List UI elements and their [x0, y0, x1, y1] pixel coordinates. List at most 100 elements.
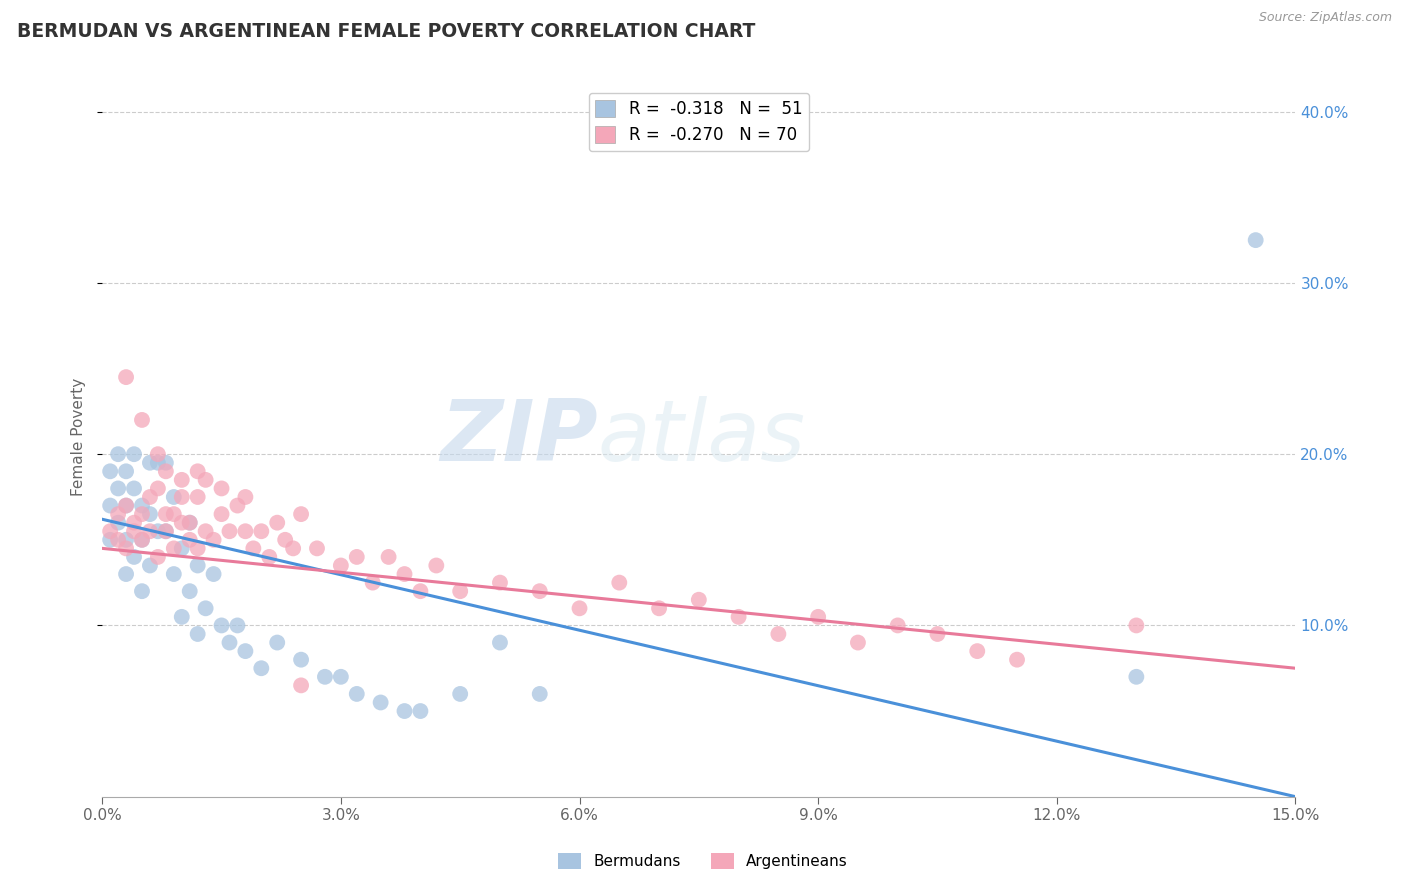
Point: [266, 635, 288, 649]
Point: [314, 670, 336, 684]
Point: [115, 541, 138, 556]
Point: [394, 704, 416, 718]
Point: [139, 524, 162, 539]
Point: [131, 533, 153, 547]
Point: [266, 516, 288, 530]
Point: [394, 567, 416, 582]
Text: Source: ZipAtlas.com: Source: ZipAtlas.com: [1258, 11, 1392, 24]
Point: [529, 584, 551, 599]
Point: [1244, 233, 1267, 247]
Point: [179, 533, 201, 547]
Point: [115, 567, 138, 582]
Point: [98, 533, 121, 547]
Point: [107, 507, 129, 521]
Point: [886, 618, 908, 632]
Point: [179, 516, 201, 530]
Point: [115, 370, 138, 384]
Point: [98, 464, 121, 478]
Point: [131, 499, 153, 513]
Point: [139, 507, 162, 521]
Point: [361, 575, 384, 590]
Text: ZIP: ZIP: [440, 395, 598, 478]
Point: [226, 618, 249, 632]
Point: [607, 575, 630, 590]
Point: [329, 670, 352, 684]
Point: [235, 524, 257, 539]
Point: [966, 644, 988, 658]
Point: [242, 541, 264, 556]
Point: [489, 575, 512, 590]
Point: [211, 618, 233, 632]
Point: [98, 524, 121, 539]
Text: BERMUDAN VS ARGENTINEAN FEMALE POVERTY CORRELATION CHART: BERMUDAN VS ARGENTINEAN FEMALE POVERTY C…: [17, 22, 755, 41]
Point: [489, 635, 512, 649]
Point: [305, 541, 328, 556]
Point: [139, 456, 162, 470]
Point: [146, 482, 169, 496]
Point: [211, 507, 233, 521]
Point: [202, 533, 225, 547]
Point: [235, 490, 257, 504]
Point: [1125, 670, 1147, 684]
Point: [688, 592, 710, 607]
Y-axis label: Female Poverty: Female Poverty: [72, 378, 86, 496]
Point: [187, 558, 209, 573]
Point: [131, 584, 153, 599]
Point: [346, 549, 368, 564]
Point: [346, 687, 368, 701]
Point: [187, 627, 209, 641]
Point: [568, 601, 591, 615]
Point: [927, 627, 949, 641]
Point: [218, 524, 240, 539]
Point: [250, 661, 273, 675]
Point: [131, 413, 153, 427]
Point: [107, 516, 129, 530]
Point: [179, 516, 201, 530]
Point: [170, 541, 193, 556]
Point: [290, 678, 312, 692]
Point: [226, 499, 249, 513]
Point: [122, 482, 145, 496]
Point: [107, 533, 129, 547]
Point: [194, 473, 217, 487]
Point: [170, 490, 193, 504]
Point: [98, 499, 121, 513]
Point: [727, 610, 749, 624]
Point: [1125, 618, 1147, 632]
Point: [370, 696, 392, 710]
Point: [194, 601, 217, 615]
Point: [187, 541, 209, 556]
Point: [163, 541, 186, 556]
Point: [122, 516, 145, 530]
Point: [250, 524, 273, 539]
Point: [187, 464, 209, 478]
Point: [218, 635, 240, 649]
Point: [274, 533, 297, 547]
Point: [146, 549, 169, 564]
Legend: R =  -0.318   N =  51, R =  -0.270   N = 70: R = -0.318 N = 51, R = -0.270 N = 70: [589, 93, 808, 151]
Point: [146, 456, 169, 470]
Point: [409, 584, 432, 599]
Point: [131, 533, 153, 547]
Point: [155, 507, 177, 521]
Point: [529, 687, 551, 701]
Point: [170, 473, 193, 487]
Point: [807, 610, 830, 624]
Point: [170, 516, 193, 530]
Point: [107, 447, 129, 461]
Point: [211, 482, 233, 496]
Point: [648, 601, 671, 615]
Point: [146, 524, 169, 539]
Point: [281, 541, 304, 556]
Point: [163, 490, 186, 504]
Point: [259, 549, 281, 564]
Text: atlas: atlas: [598, 395, 806, 478]
Legend: Bermudans, Argentineans: Bermudans, Argentineans: [553, 847, 853, 875]
Point: [1005, 653, 1028, 667]
Point: [115, 533, 138, 547]
Point: [235, 644, 257, 658]
Point: [155, 456, 177, 470]
Point: [139, 558, 162, 573]
Point: [187, 490, 209, 504]
Point: [107, 482, 129, 496]
